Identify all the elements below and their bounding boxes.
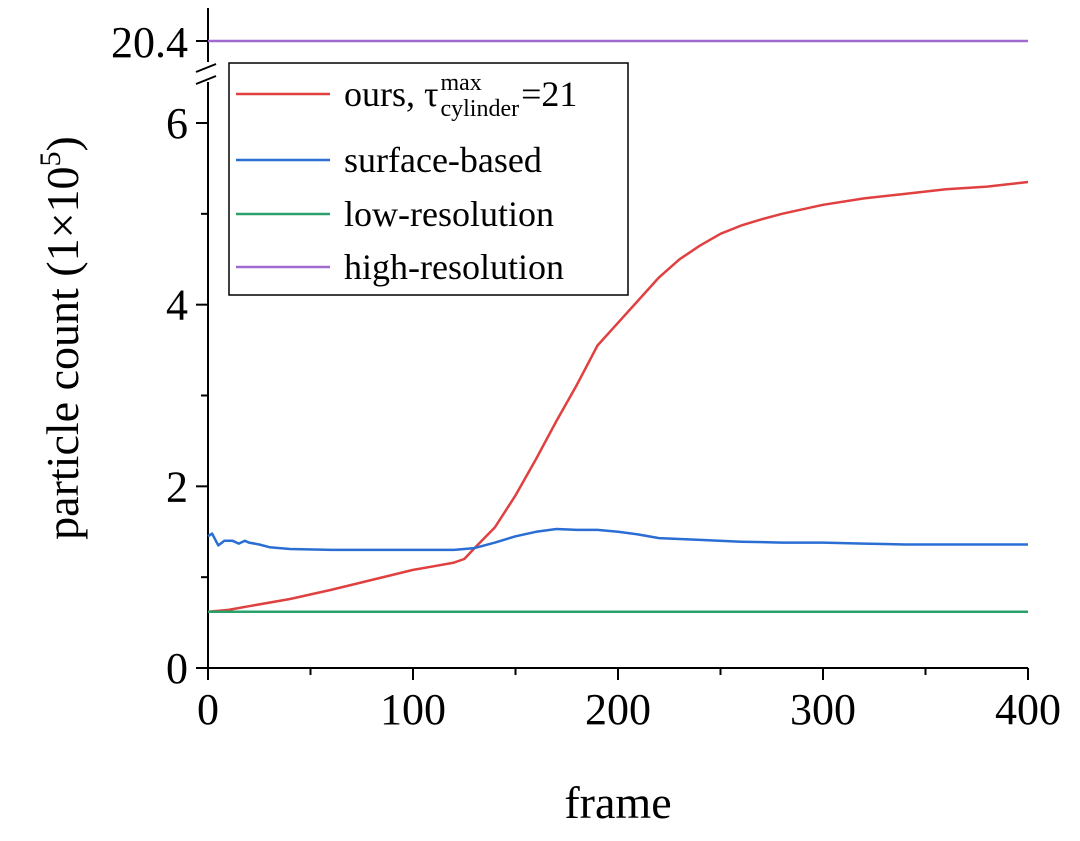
axis-break-slash-top: [195, 63, 217, 73]
x-tick-label: 0: [197, 685, 219, 734]
axis-break-slash-bottom: [195, 75, 217, 85]
legend-label-sub: cylinder: [440, 96, 519, 122]
y-axis-title: particle count (1×105): [34, 136, 88, 540]
series-line-0: [207, 180, 1029, 613]
legend-label-main: surface-based: [344, 140, 542, 180]
y-tick-label: 2: [166, 462, 188, 511]
y-axis-title-main: particle count (1×10: [37, 166, 88, 539]
legend-label-main: high-resolution: [344, 247, 564, 287]
legend-label-0: ours, τ: [344, 74, 438, 114]
legend-label-sup: max: [440, 70, 481, 96]
legend-label-2: low-resolution: [344, 194, 554, 234]
tick-labels: 0 100 200 300 400 0 2 4 6 20.4: [111, 18, 1061, 734]
legend-label-1: surface-based: [344, 140, 542, 180]
ticks: [196, 40, 1029, 680]
y-tick-label: 6: [166, 99, 188, 148]
series-line-1: [207, 527, 1028, 552]
y-tick-label: 0: [166, 644, 188, 693]
x-tick-label: 100: [380, 685, 446, 734]
legend-label-main: low-resolution: [344, 194, 554, 234]
y-axis-title-sup: 5: [34, 151, 67, 166]
series-lines: [207, 39, 1029, 613]
x-tick-label: 300: [790, 685, 856, 734]
legend-label-3: high-resolution: [344, 247, 564, 287]
y-upper-tick-label: 20.4: [111, 18, 188, 67]
x-axis-title: frame: [564, 777, 671, 828]
x-tick-label: 400: [995, 685, 1061, 734]
legend-box: [228, 62, 629, 296]
y-axis-title-close: ): [37, 136, 88, 151]
axis-break-mark: [195, 62, 220, 85]
y-tick-label: 4: [166, 281, 188, 330]
x-tick-label: 200: [585, 685, 651, 734]
legend-label-main: ours, τ: [344, 74, 438, 114]
legend-label-suffix: =21: [521, 74, 577, 114]
